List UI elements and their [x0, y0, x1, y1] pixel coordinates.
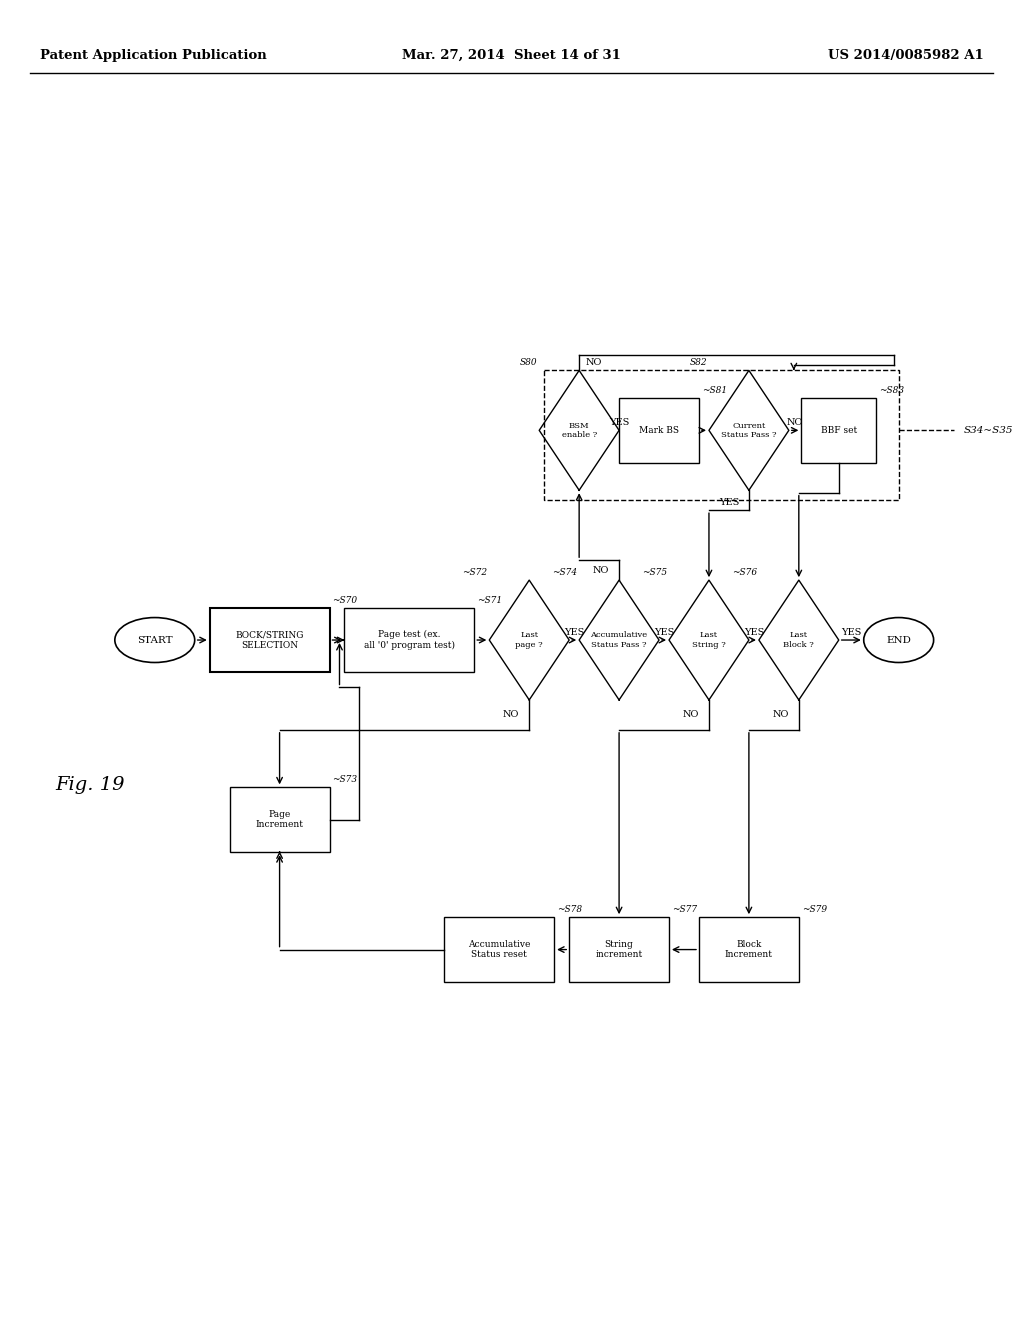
Text: NO: NO — [786, 418, 803, 426]
Text: Page
Increment: Page Increment — [256, 810, 303, 829]
Bar — [229, 787, 330, 853]
Text: Last
String ?: Last String ? — [692, 631, 726, 648]
Text: Accumulative
Status Pass ?: Accumulative Status Pass ? — [591, 631, 647, 648]
Text: Current
Status Pass ?: Current Status Pass ? — [721, 421, 776, 440]
Bar — [569, 917, 669, 982]
Bar — [444, 917, 554, 982]
Text: YES: YES — [609, 418, 630, 426]
Text: S82: S82 — [689, 359, 707, 367]
Text: NO: NO — [586, 358, 602, 367]
Text: ~S83: ~S83 — [880, 385, 904, 395]
Text: YES: YES — [841, 627, 861, 636]
Text: NO: NO — [503, 710, 519, 719]
Text: Fig. 19: Fig. 19 — [55, 776, 125, 793]
Text: Last
page ?: Last page ? — [515, 631, 543, 648]
Text: START: START — [137, 635, 173, 644]
Text: END: END — [886, 635, 911, 644]
Text: S80: S80 — [519, 359, 538, 367]
Text: ~S71: ~S71 — [477, 595, 503, 605]
Text: NO: NO — [683, 710, 699, 719]
Bar — [802, 397, 877, 463]
Text: BSM
enable ?: BSM enable ? — [561, 421, 597, 440]
Text: Last
Block ?: Last Block ? — [783, 631, 814, 648]
Text: BOCK/STRING
SELECTION: BOCK/STRING SELECTION — [236, 631, 304, 649]
Text: Mark BS: Mark BS — [639, 426, 679, 434]
Text: Page test (ex.
all '0' program test): Page test (ex. all '0' program test) — [364, 630, 455, 649]
Text: ~S74: ~S74 — [552, 568, 578, 577]
Text: ~S81: ~S81 — [702, 385, 727, 395]
Text: NO: NO — [593, 566, 609, 574]
Text: ~S79: ~S79 — [802, 906, 827, 915]
Text: Accumulative
Status reset: Accumulative Status reset — [468, 940, 530, 960]
Text: BBF set: BBF set — [820, 426, 857, 434]
Text: NO: NO — [773, 710, 790, 719]
Text: YES: YES — [719, 498, 739, 507]
Text: Patent Application Publication: Patent Application Publication — [40, 49, 266, 62]
Text: ~S76: ~S76 — [732, 568, 757, 577]
Text: ~S77: ~S77 — [672, 906, 697, 915]
Text: Mar. 27, 2014  Sheet 14 of 31: Mar. 27, 2014 Sheet 14 of 31 — [401, 49, 621, 62]
Text: String
increment: String increment — [596, 940, 643, 960]
Text: S34~S35: S34~S35 — [964, 426, 1013, 434]
Text: ~S70: ~S70 — [333, 595, 357, 605]
Bar — [620, 397, 699, 463]
Text: Block
Increment: Block Increment — [725, 940, 773, 960]
Text: ~S78: ~S78 — [557, 906, 583, 915]
Text: ~S72: ~S72 — [462, 568, 487, 577]
Bar — [344, 607, 474, 672]
Text: US 2014/0085982 A1: US 2014/0085982 A1 — [827, 49, 983, 62]
Text: YES: YES — [564, 627, 585, 636]
Text: ~S73: ~S73 — [333, 775, 357, 784]
Text: ~S75: ~S75 — [642, 568, 667, 577]
Text: YES: YES — [654, 627, 674, 636]
Bar — [210, 607, 330, 672]
Bar — [699, 917, 799, 982]
Bar — [544, 371, 899, 500]
Text: YES: YES — [743, 627, 764, 636]
